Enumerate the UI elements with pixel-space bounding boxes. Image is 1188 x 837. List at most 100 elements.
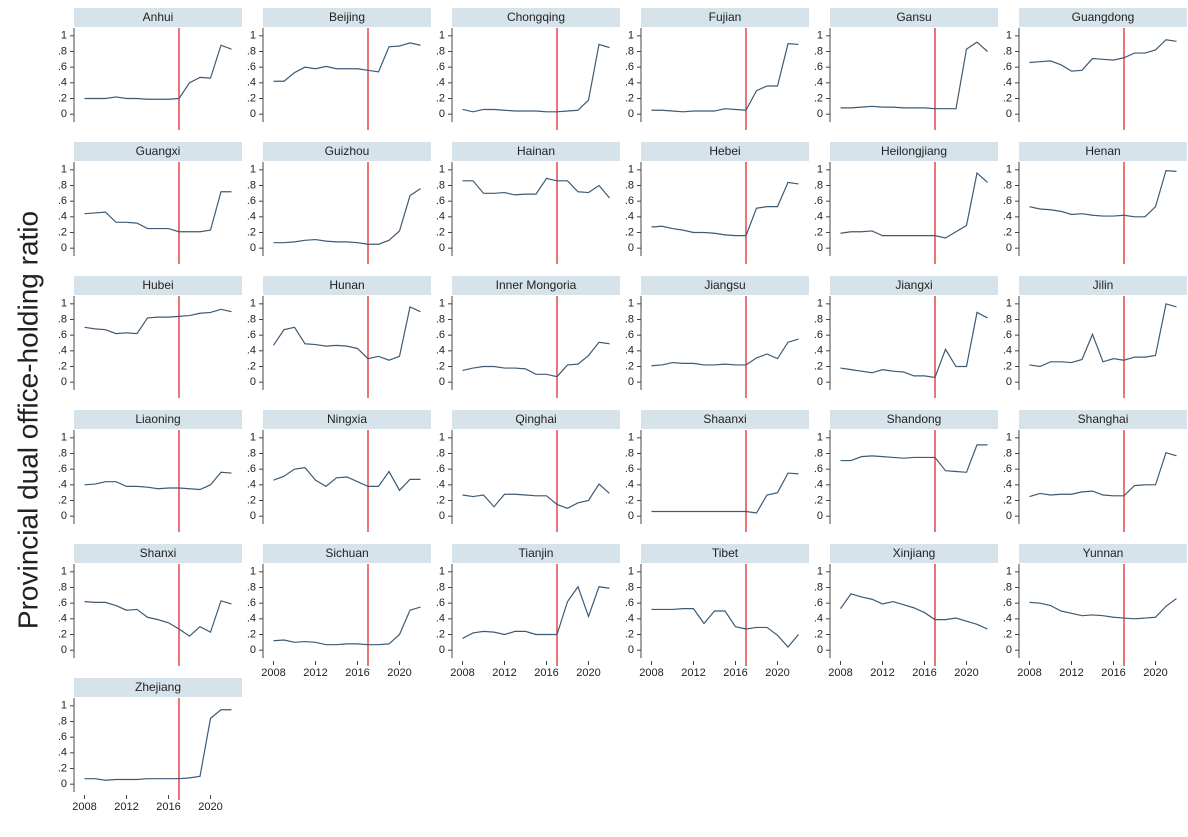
data-line bbox=[651, 472, 799, 514]
y-tick-label: .6 bbox=[58, 463, 67, 475]
y-tick-label: .4 bbox=[625, 613, 634, 625]
y-tick-label: .6 bbox=[625, 329, 634, 341]
y-tick-label: 0 bbox=[628, 376, 634, 388]
y-tick-label: .8 bbox=[1003, 179, 1012, 191]
panel-title: Chongqing bbox=[507, 10, 565, 24]
y-tick-label: .8 bbox=[814, 447, 823, 459]
y-tick-label: .6 bbox=[247, 195, 256, 207]
data-line bbox=[651, 608, 799, 648]
panel-strip bbox=[452, 410, 620, 429]
panel-title: Anhui bbox=[143, 10, 174, 24]
y-tick-label: 1 bbox=[817, 164, 823, 176]
x-tick-label: 2008 bbox=[450, 667, 474, 679]
y-tick-label: 1 bbox=[250, 566, 256, 578]
y-tick-label: .4 bbox=[625, 479, 634, 491]
data-line bbox=[1029, 303, 1177, 368]
y-tick-label: 1 bbox=[439, 164, 445, 176]
y-tick-label: 0 bbox=[628, 510, 634, 522]
y-tick-label: .2 bbox=[625, 360, 634, 372]
y-tick-label: .4 bbox=[436, 77, 445, 89]
panel-title: Shandong bbox=[887, 412, 942, 426]
y-tick-label: 1 bbox=[61, 164, 67, 176]
y-tick-label: .6 bbox=[1003, 195, 1012, 207]
panel-strip bbox=[263, 276, 431, 295]
x-tick-label: 2012 bbox=[1059, 667, 1083, 679]
x-tick-label: 2008 bbox=[1017, 667, 1041, 679]
y-tick-label: 0 bbox=[817, 376, 823, 388]
y-tick-label: .4 bbox=[436, 613, 445, 625]
y-tick-label: .8 bbox=[814, 313, 823, 325]
y-tick-label: .2 bbox=[58, 762, 67, 774]
panel-title: Hubei bbox=[142, 278, 173, 292]
y-tick-label: .8 bbox=[1003, 581, 1012, 593]
panel-title: Jilin bbox=[1093, 278, 1114, 292]
y-tick-label: .6 bbox=[1003, 329, 1012, 341]
y-tick-label: .8 bbox=[247, 447, 256, 459]
y-tick-label: 0 bbox=[628, 644, 634, 656]
panel-title: Xinjiang bbox=[893, 546, 936, 560]
panel-strip bbox=[263, 544, 431, 563]
y-tick-label: .2 bbox=[58, 360, 67, 372]
y-tick-label: 0 bbox=[61, 510, 67, 522]
y-tick-label: 1 bbox=[250, 298, 256, 310]
y-tick-label: .4 bbox=[1003, 345, 1012, 357]
y-tick-label: .4 bbox=[814, 211, 823, 223]
y-tick-label: .2 bbox=[1003, 494, 1012, 506]
panel-title: Jiangsu bbox=[704, 278, 745, 292]
y-tick-label: .8 bbox=[814, 179, 823, 191]
panel-strip bbox=[1019, 410, 1187, 429]
y-tick-label: 1 bbox=[817, 30, 823, 42]
y-tick-label: 0 bbox=[250, 644, 256, 656]
y-tick-label: 0 bbox=[61, 376, 67, 388]
y-tick-label: 0 bbox=[61, 108, 67, 120]
y-tick-label: 0 bbox=[250, 510, 256, 522]
y-tick-label: .8 bbox=[436, 45, 445, 57]
y-tick-label: .6 bbox=[58, 329, 67, 341]
data-line bbox=[84, 191, 232, 233]
y-tick-label: .8 bbox=[1003, 447, 1012, 459]
panel-title: Qinghai bbox=[515, 412, 556, 426]
y-tick-label: .4 bbox=[1003, 77, 1012, 89]
x-tick-label: 2008 bbox=[639, 667, 663, 679]
y-tick-label: .2 bbox=[436, 494, 445, 506]
x-tick-label: 2016 bbox=[912, 667, 936, 679]
panel-strip bbox=[74, 8, 242, 27]
y-tick-label: .2 bbox=[247, 92, 256, 104]
data-line bbox=[840, 444, 988, 473]
panel-strip bbox=[74, 142, 242, 161]
y-tick-label: .4 bbox=[58, 77, 67, 89]
panel-title: Ningxia bbox=[327, 412, 367, 426]
data-line bbox=[651, 43, 799, 113]
panel-strip bbox=[830, 544, 998, 563]
y-axis-label: Provincial dual office-holding ratio bbox=[12, 211, 43, 629]
y-tick-label: .4 bbox=[436, 479, 445, 491]
y-tick-label: 0 bbox=[61, 644, 67, 656]
panel-title: Guizhou bbox=[325, 144, 370, 158]
y-tick-label: .6 bbox=[814, 463, 823, 475]
data-line bbox=[1029, 597, 1177, 620]
y-tick-label: 0 bbox=[817, 242, 823, 254]
y-tick-label: 1 bbox=[817, 298, 823, 310]
y-tick-label: .8 bbox=[625, 581, 634, 593]
y-tick-label: .4 bbox=[1003, 211, 1012, 223]
y-tick-label: .2 bbox=[1003, 360, 1012, 372]
y-tick-label: .4 bbox=[247, 77, 256, 89]
y-tick-label: 1 bbox=[439, 30, 445, 42]
panel-strip bbox=[1019, 142, 1187, 161]
y-tick-label: .2 bbox=[436, 226, 445, 238]
panel-strip bbox=[74, 276, 242, 295]
y-tick-label: .8 bbox=[58, 715, 67, 727]
y-tick-label: .2 bbox=[625, 628, 634, 640]
y-tick-label: .8 bbox=[247, 179, 256, 191]
y-tick-label: .6 bbox=[436, 195, 445, 207]
y-tick-label: .6 bbox=[1003, 597, 1012, 609]
y-tick-label: 0 bbox=[1006, 644, 1012, 656]
x-tick-label: 2012 bbox=[492, 667, 516, 679]
y-tick-label: .8 bbox=[247, 45, 256, 57]
y-tick-label: .6 bbox=[436, 329, 445, 341]
panel-title: Hebei bbox=[709, 144, 740, 158]
y-tick-label: .2 bbox=[247, 628, 256, 640]
x-tick-label: 2020 bbox=[387, 667, 411, 679]
data-line bbox=[462, 43, 610, 113]
data-line bbox=[462, 341, 610, 378]
